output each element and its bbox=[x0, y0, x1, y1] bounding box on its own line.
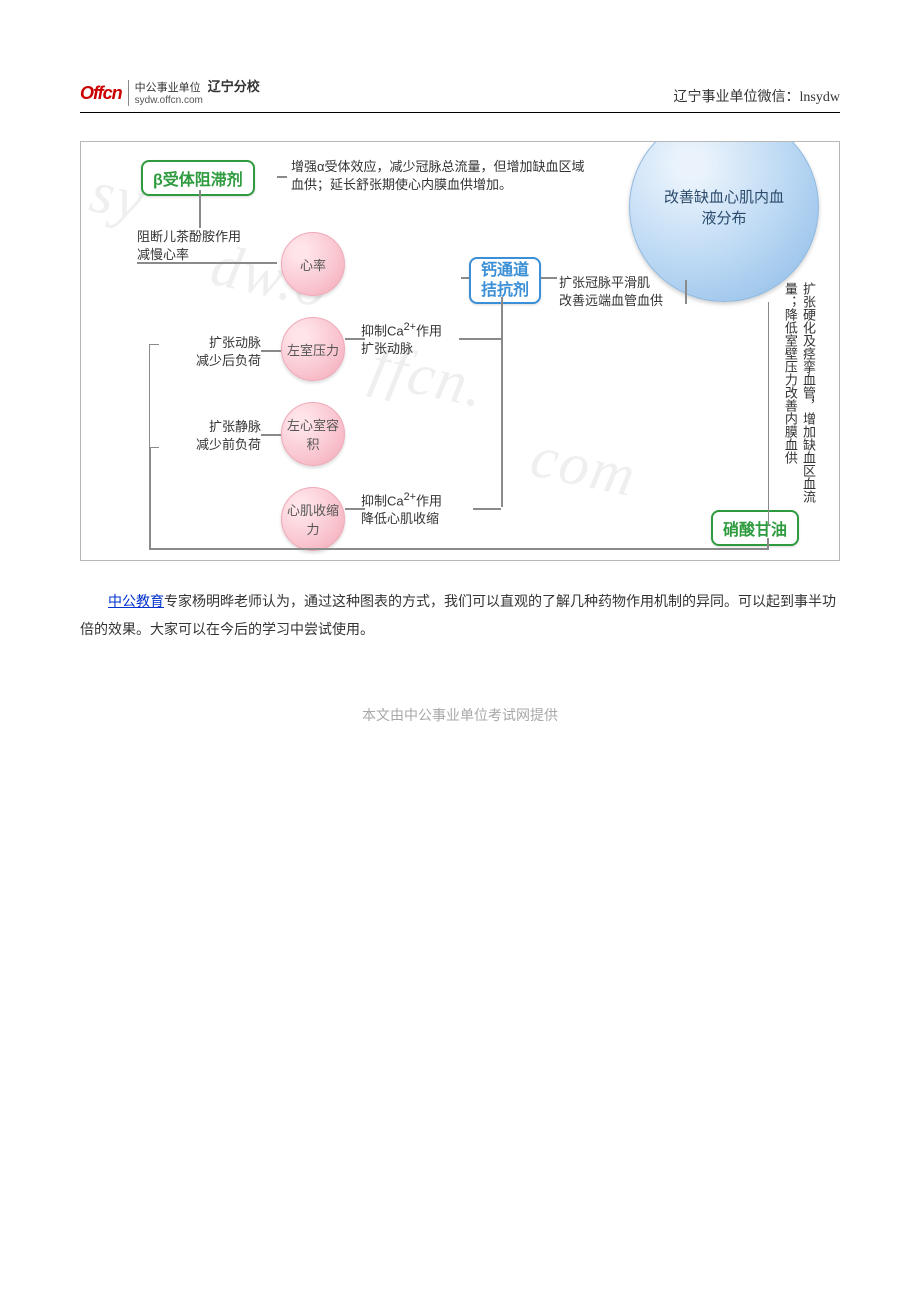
zhonggong-link[interactable]: 中公教育 bbox=[108, 595, 164, 610]
node-lv-volume: 左心室容积 bbox=[281, 402, 345, 466]
mech-nitro-artery: 扩张动脉减少后负荷 bbox=[161, 334, 261, 369]
watermark: com bbox=[525, 422, 643, 512]
mech-beta-hr: 阻断儿茶酚胺作用减慢心率 bbox=[137, 228, 267, 263]
logo: Offcn 中公事业单位 辽宁分校 sydw.offcn.com bbox=[80, 80, 260, 106]
connector bbox=[345, 338, 365, 340]
connector bbox=[149, 448, 151, 548]
node-lv-pressure: 左室压力 bbox=[281, 317, 345, 381]
connector bbox=[541, 277, 557, 279]
mech-ca-right: 扩张冠脉平滑肌改善远端血管血供 bbox=[559, 274, 689, 309]
connector bbox=[137, 262, 277, 264]
logo-sub-top: 中公事业单位 bbox=[135, 82, 201, 94]
logo-sub-right: 辽宁分校 bbox=[208, 79, 260, 94]
connector bbox=[767, 538, 769, 550]
logo-main: Offcn bbox=[80, 83, 122, 104]
connector bbox=[768, 302, 770, 518]
connector bbox=[685, 280, 687, 304]
footer-note: 本文由中公事业单位考试网提供 bbox=[80, 705, 840, 725]
mech-nitro-right: 扩张硬化及痉挛血管，增加缺血区血流量；降低室壁压力改善内膜血供 bbox=[781, 282, 817, 512]
bracket-nitro-left bbox=[149, 344, 159, 448]
mech-ca-contract: 抑制Ca2+作用降低心肌收缩 bbox=[361, 490, 481, 527]
mech-beta-top: 增强α受体效应，减少冠脉总流量，但增加缺血区域血供；延长舒张期使心内膜血供增加。 bbox=[291, 158, 591, 193]
page-header: Offcn 中公事业单位 辽宁分校 sydw.offcn.com 辽宁事业单位微… bbox=[80, 80, 840, 113]
logo-sub: 中公事业单位 辽宁分校 sydw.offcn.com bbox=[128, 80, 260, 106]
connector bbox=[261, 350, 281, 352]
node-heart-rate: 心率 bbox=[281, 232, 345, 296]
mech-nitro-vein: 扩张静脉减少前负荷 bbox=[161, 418, 261, 453]
drug-ca-label: 钙通道拮抗剂 bbox=[481, 261, 529, 299]
drug-nitroglycerin: 硝酸甘油 bbox=[711, 510, 799, 546]
logo-url: sydw.offcn.com bbox=[135, 95, 203, 106]
connector bbox=[473, 508, 501, 510]
body-paragraph: 中公教育专家杨明晔老师认为，通过这种图表的方式，我们可以直观的了解几种药物作用机… bbox=[80, 589, 840, 645]
connector bbox=[459, 338, 501, 340]
drug-beta-blocker: β受体阻滞剂 bbox=[141, 160, 255, 196]
connector bbox=[277, 176, 287, 178]
connector bbox=[261, 434, 281, 436]
body-rest: 专家杨明晔老师认为，通过这种图表的方式，我们可以直观的了解几种药物作用机制的异同… bbox=[80, 595, 836, 638]
connector bbox=[199, 190, 201, 228]
wechat-text: 辽宁事业单位微信：lnsydw bbox=[674, 86, 840, 106]
connector bbox=[501, 297, 503, 507]
connector bbox=[149, 548, 769, 550]
connector bbox=[345, 508, 365, 510]
connector bbox=[768, 518, 770, 526]
diagram: sy dw.o ffcn. com β受体阻滞剂 增强α受体效应，减少冠脉总流量… bbox=[81, 142, 839, 560]
diagram-container: sy dw.o ffcn. com β受体阻滞剂 增强α受体效应，减少冠脉总流量… bbox=[80, 141, 840, 561]
drug-ca-channel: 钙通道拮抗剂 bbox=[469, 257, 541, 303]
node-contractility: 心肌收缩力 bbox=[281, 487, 345, 551]
connector bbox=[461, 277, 469, 279]
mech-ca-lvp: 抑制Ca2+作用扩张动脉 bbox=[361, 320, 471, 357]
